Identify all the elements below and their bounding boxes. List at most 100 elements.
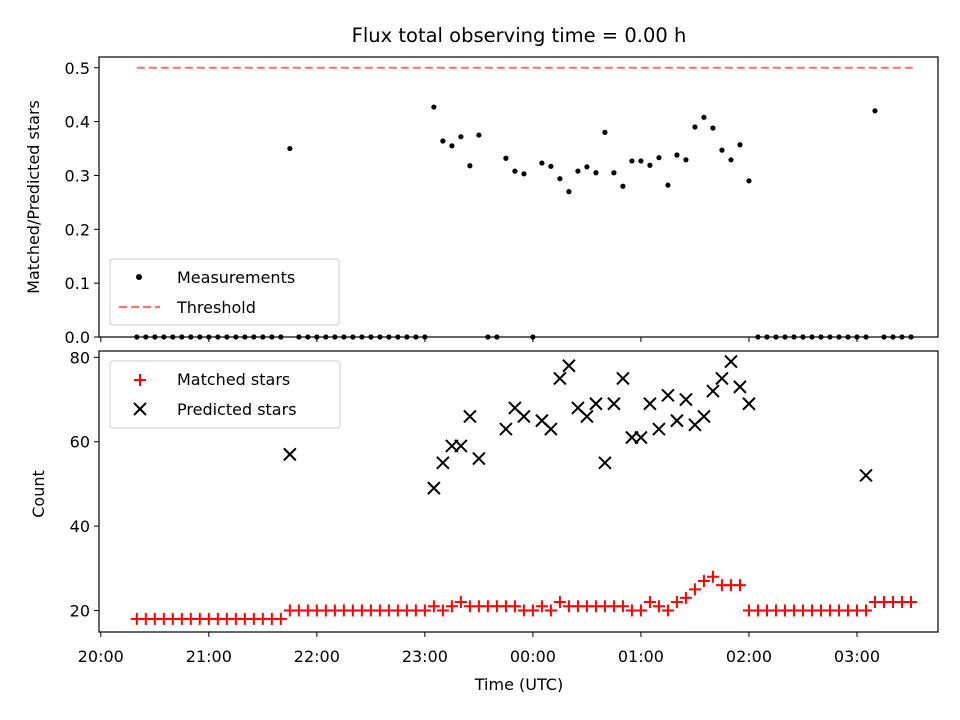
predicted-star-marker — [670, 413, 684, 428]
x-tick-label: 01:00 — [618, 647, 664, 666]
predicted-marker-b — [562, 359, 576, 373]
predicted-marker-b — [589, 397, 603, 411]
predicted-star-marker — [580, 409, 594, 424]
measurement-point — [872, 108, 878, 114]
predicted-star-marker — [616, 371, 630, 386]
y-tick-label: 0.4 — [65, 113, 90, 132]
predicted-marker-b — [580, 409, 594, 424]
top-y-axis-ticks: 0.0 0.1 0.2 0.3 0.4 0.5 — [65, 59, 99, 347]
measurement-point — [503, 155, 509, 161]
matched-star-marker — [535, 600, 548, 613]
top-panel: Flux total observing time = 0.00 h 0.00.… — [24, 24, 939, 347]
matched-star-marker — [436, 604, 449, 617]
predicted-star-marker — [607, 397, 621, 411]
bottom-y-axis-label: Count — [29, 470, 48, 518]
predicted-star-marker — [643, 397, 657, 411]
matched-star-marker — [679, 591, 692, 604]
bottom-plot-frame — [98, 350, 939, 633]
matched-star-marker — [508, 600, 521, 613]
measurement-point — [557, 176, 563, 182]
measurement-point — [674, 152, 680, 158]
matched-star-marker — [733, 579, 746, 592]
top-y-axis-label: Matched/Predicted stars — [24, 100, 43, 294]
predicted-marker-b — [571, 401, 585, 415]
measurement-point — [710, 125, 716, 131]
y-tick-label: 0.5 — [65, 59, 90, 78]
predicted-stars-layer — [283, 354, 873, 495]
measurement-point — [737, 142, 743, 148]
predicted-star-marker — [427, 481, 441, 495]
top-legend: Measurements Threshold — [109, 258, 340, 326]
legend-predicted-marker — [133, 402, 147, 416]
predicted-marker-b — [706, 384, 720, 398]
predicted-star-marker — [634, 430, 648, 445]
predicted-star-marker — [661, 388, 675, 403]
predicted-star-marker — [553, 371, 567, 386]
predicted-marker-b — [454, 439, 468, 453]
y-tick-label: 0.3 — [65, 166, 90, 185]
predicted-marker-b — [616, 371, 630, 386]
predicted-marker-b — [859, 468, 873, 483]
top-legend-box — [109, 258, 340, 326]
measurement-point — [620, 183, 626, 189]
measurement-point — [629, 158, 635, 164]
predicted-star-marker — [283, 447, 297, 462]
x-tick-label: 20:00 — [78, 647, 124, 666]
predicted-marker-b — [697, 409, 711, 424]
measurement-point — [701, 114, 707, 120]
top-x-axis-ticks — [100, 337, 858, 342]
bottom-panel: 20 40 60 80 20:00 21:00 22:00 23:00 00:00 01:00 0… — [29, 348, 939, 694]
matched-star-marker — [418, 604, 431, 617]
predicted-marker-b — [652, 422, 666, 436]
measurement-point — [647, 162, 653, 168]
y-tick-label: 0.1 — [65, 274, 90, 293]
matched-star-marker — [670, 596, 683, 609]
predicted-marker-b — [535, 413, 549, 428]
measurement-point — [746, 178, 752, 184]
measurement-point — [593, 170, 599, 176]
matched-star-marker — [706, 570, 719, 583]
x-tick-label: 22:00 — [294, 647, 340, 666]
matched-star-marker — [859, 604, 872, 617]
matched-star-marker — [904, 596, 917, 609]
measurement-point — [683, 157, 689, 163]
predicted-star-marker — [733, 380, 747, 394]
y-tick-label: 40 — [70, 517, 90, 536]
predicted-star-marker — [517, 409, 531, 424]
predicted-star-marker — [652, 422, 666, 436]
matched-star-marker — [454, 596, 467, 609]
predicted-star-marker — [544, 422, 558, 436]
predicted-marker-b — [436, 456, 450, 470]
predicted-star-marker — [562, 359, 576, 373]
matched-star-marker — [652, 600, 665, 613]
chart-title: Flux total observing time = 0.00 h — [352, 24, 687, 47]
matched-star-marker — [427, 600, 440, 613]
matched-star-marker — [616, 600, 629, 613]
predicted-star-marker — [598, 456, 612, 470]
measurement-point — [476, 132, 482, 138]
matched-stars-layer — [130, 570, 917, 625]
predicted-marker-b — [544, 422, 558, 436]
x-tick-label: 21:00 — [186, 647, 232, 666]
predicted-marker-b — [643, 397, 657, 411]
matched-star-marker — [688, 583, 701, 596]
matched-star-marker — [553, 596, 566, 609]
legend-measurements-marker — [136, 274, 142, 280]
measurement-point — [467, 163, 473, 169]
predicted-marker-b — [427, 481, 441, 495]
predicted-marker-b — [607, 397, 621, 411]
predicted-marker-b — [463, 409, 477, 424]
predicted-marker-b — [724, 354, 738, 369]
y-tick-label: 20 — [70, 601, 90, 620]
legend-predicted-label: Predicted stars — [177, 400, 297, 419]
x-tick-label: 03:00 — [834, 647, 880, 666]
predicted-marker-b — [670, 413, 684, 428]
measurement-point — [692, 124, 698, 130]
measurement-point — [719, 147, 725, 153]
measurement-point — [431, 104, 437, 110]
predicted-marker-b — [553, 371, 567, 386]
y-tick-label: 0.2 — [65, 220, 90, 239]
measurement-point — [512, 168, 518, 174]
matched-star-marker — [445, 600, 458, 613]
measurement-point — [575, 168, 581, 174]
